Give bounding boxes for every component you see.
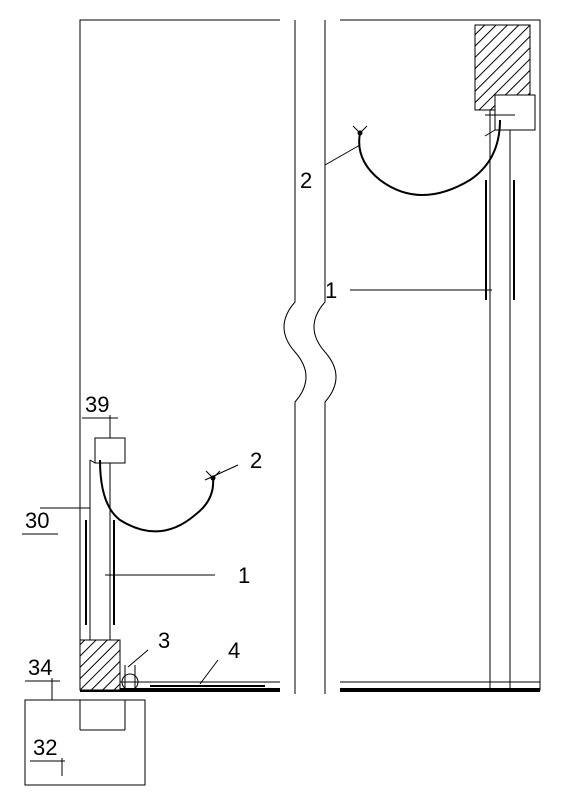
label-L39: 39 [85,392,109,417]
diagram-canvas: 12239130343432 [0,0,588,794]
right-sensor [495,95,535,130]
left-footing [80,640,120,690]
label-L30: 30 [25,508,49,533]
left-sensor [95,438,125,463]
label-L1_right: 1 [325,278,337,303]
label-L32: 32 [33,735,57,760]
label-L2_left: 2 [250,448,262,473]
label-L1_left: 1 [238,563,250,588]
cable-left [100,460,213,531]
label-L4: 4 [228,638,240,663]
label-L2_right: 2 [300,168,312,193]
label-L3: 3 [158,628,170,653]
label-L34: 34 [28,655,52,680]
cable-right [359,120,500,195]
